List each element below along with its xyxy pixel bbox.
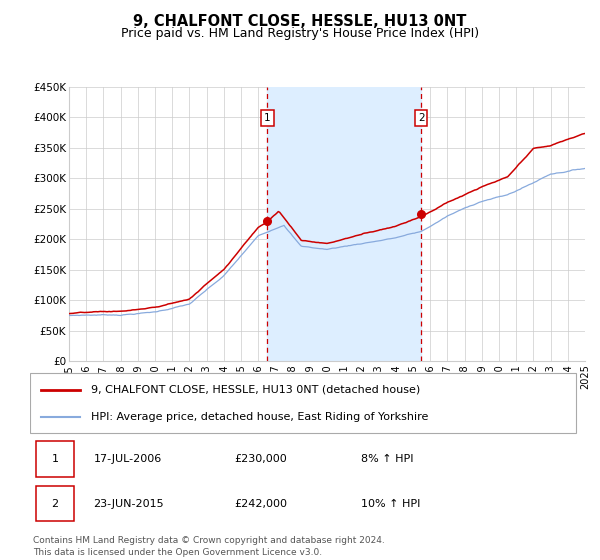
Text: 9, CHALFONT CLOSE, HESSLE, HU13 0NT: 9, CHALFONT CLOSE, HESSLE, HU13 0NT bbox=[133, 14, 467, 29]
Text: Price paid vs. HM Land Registry's House Price Index (HPI): Price paid vs. HM Land Registry's House … bbox=[121, 27, 479, 40]
Text: £242,000: £242,000 bbox=[234, 498, 287, 508]
Text: £230,000: £230,000 bbox=[234, 454, 287, 464]
Text: 23-JUN-2015: 23-JUN-2015 bbox=[94, 498, 164, 508]
Text: 10% ↑ HPI: 10% ↑ HPI bbox=[361, 498, 421, 508]
Text: 2: 2 bbox=[51, 498, 58, 508]
Bar bbox=[268, 87, 421, 361]
FancyBboxPatch shape bbox=[35, 486, 74, 521]
Text: 1: 1 bbox=[52, 454, 58, 464]
FancyBboxPatch shape bbox=[30, 373, 577, 433]
Text: 17-JUL-2006: 17-JUL-2006 bbox=[94, 454, 162, 464]
Text: Contains HM Land Registry data © Crown copyright and database right 2024.: Contains HM Land Registry data © Crown c… bbox=[33, 536, 385, 545]
Text: 1: 1 bbox=[264, 113, 271, 123]
FancyBboxPatch shape bbox=[35, 441, 74, 477]
Text: 9, CHALFONT CLOSE, HESSLE, HU13 0NT (detached house): 9, CHALFONT CLOSE, HESSLE, HU13 0NT (det… bbox=[91, 385, 420, 395]
Text: 8% ↑ HPI: 8% ↑ HPI bbox=[361, 454, 414, 464]
Text: 2: 2 bbox=[418, 113, 425, 123]
Text: This data is licensed under the Open Government Licence v3.0.: This data is licensed under the Open Gov… bbox=[33, 548, 322, 557]
Text: HPI: Average price, detached house, East Riding of Yorkshire: HPI: Average price, detached house, East… bbox=[91, 412, 428, 422]
